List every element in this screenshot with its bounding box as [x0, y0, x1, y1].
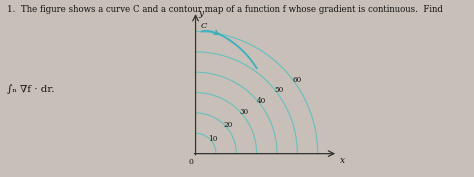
- Text: 10: 10: [208, 135, 218, 143]
- Text: 20: 20: [224, 121, 233, 129]
- Text: ∫ₙ ∇f · dr.: ∫ₙ ∇f · dr.: [7, 85, 55, 95]
- Text: 50: 50: [274, 86, 284, 94]
- Text: C: C: [201, 22, 207, 30]
- Text: 1.  The figure shows a curve C and a contour map of a function f whose gradient : 1. The figure shows a curve C and a cont…: [7, 5, 443, 14]
- Text: 40: 40: [257, 97, 266, 105]
- Text: 0: 0: [189, 158, 193, 166]
- Text: x: x: [340, 156, 345, 165]
- Text: 30: 30: [240, 109, 249, 116]
- Text: 60: 60: [293, 76, 302, 84]
- Text: y: y: [199, 9, 204, 18]
